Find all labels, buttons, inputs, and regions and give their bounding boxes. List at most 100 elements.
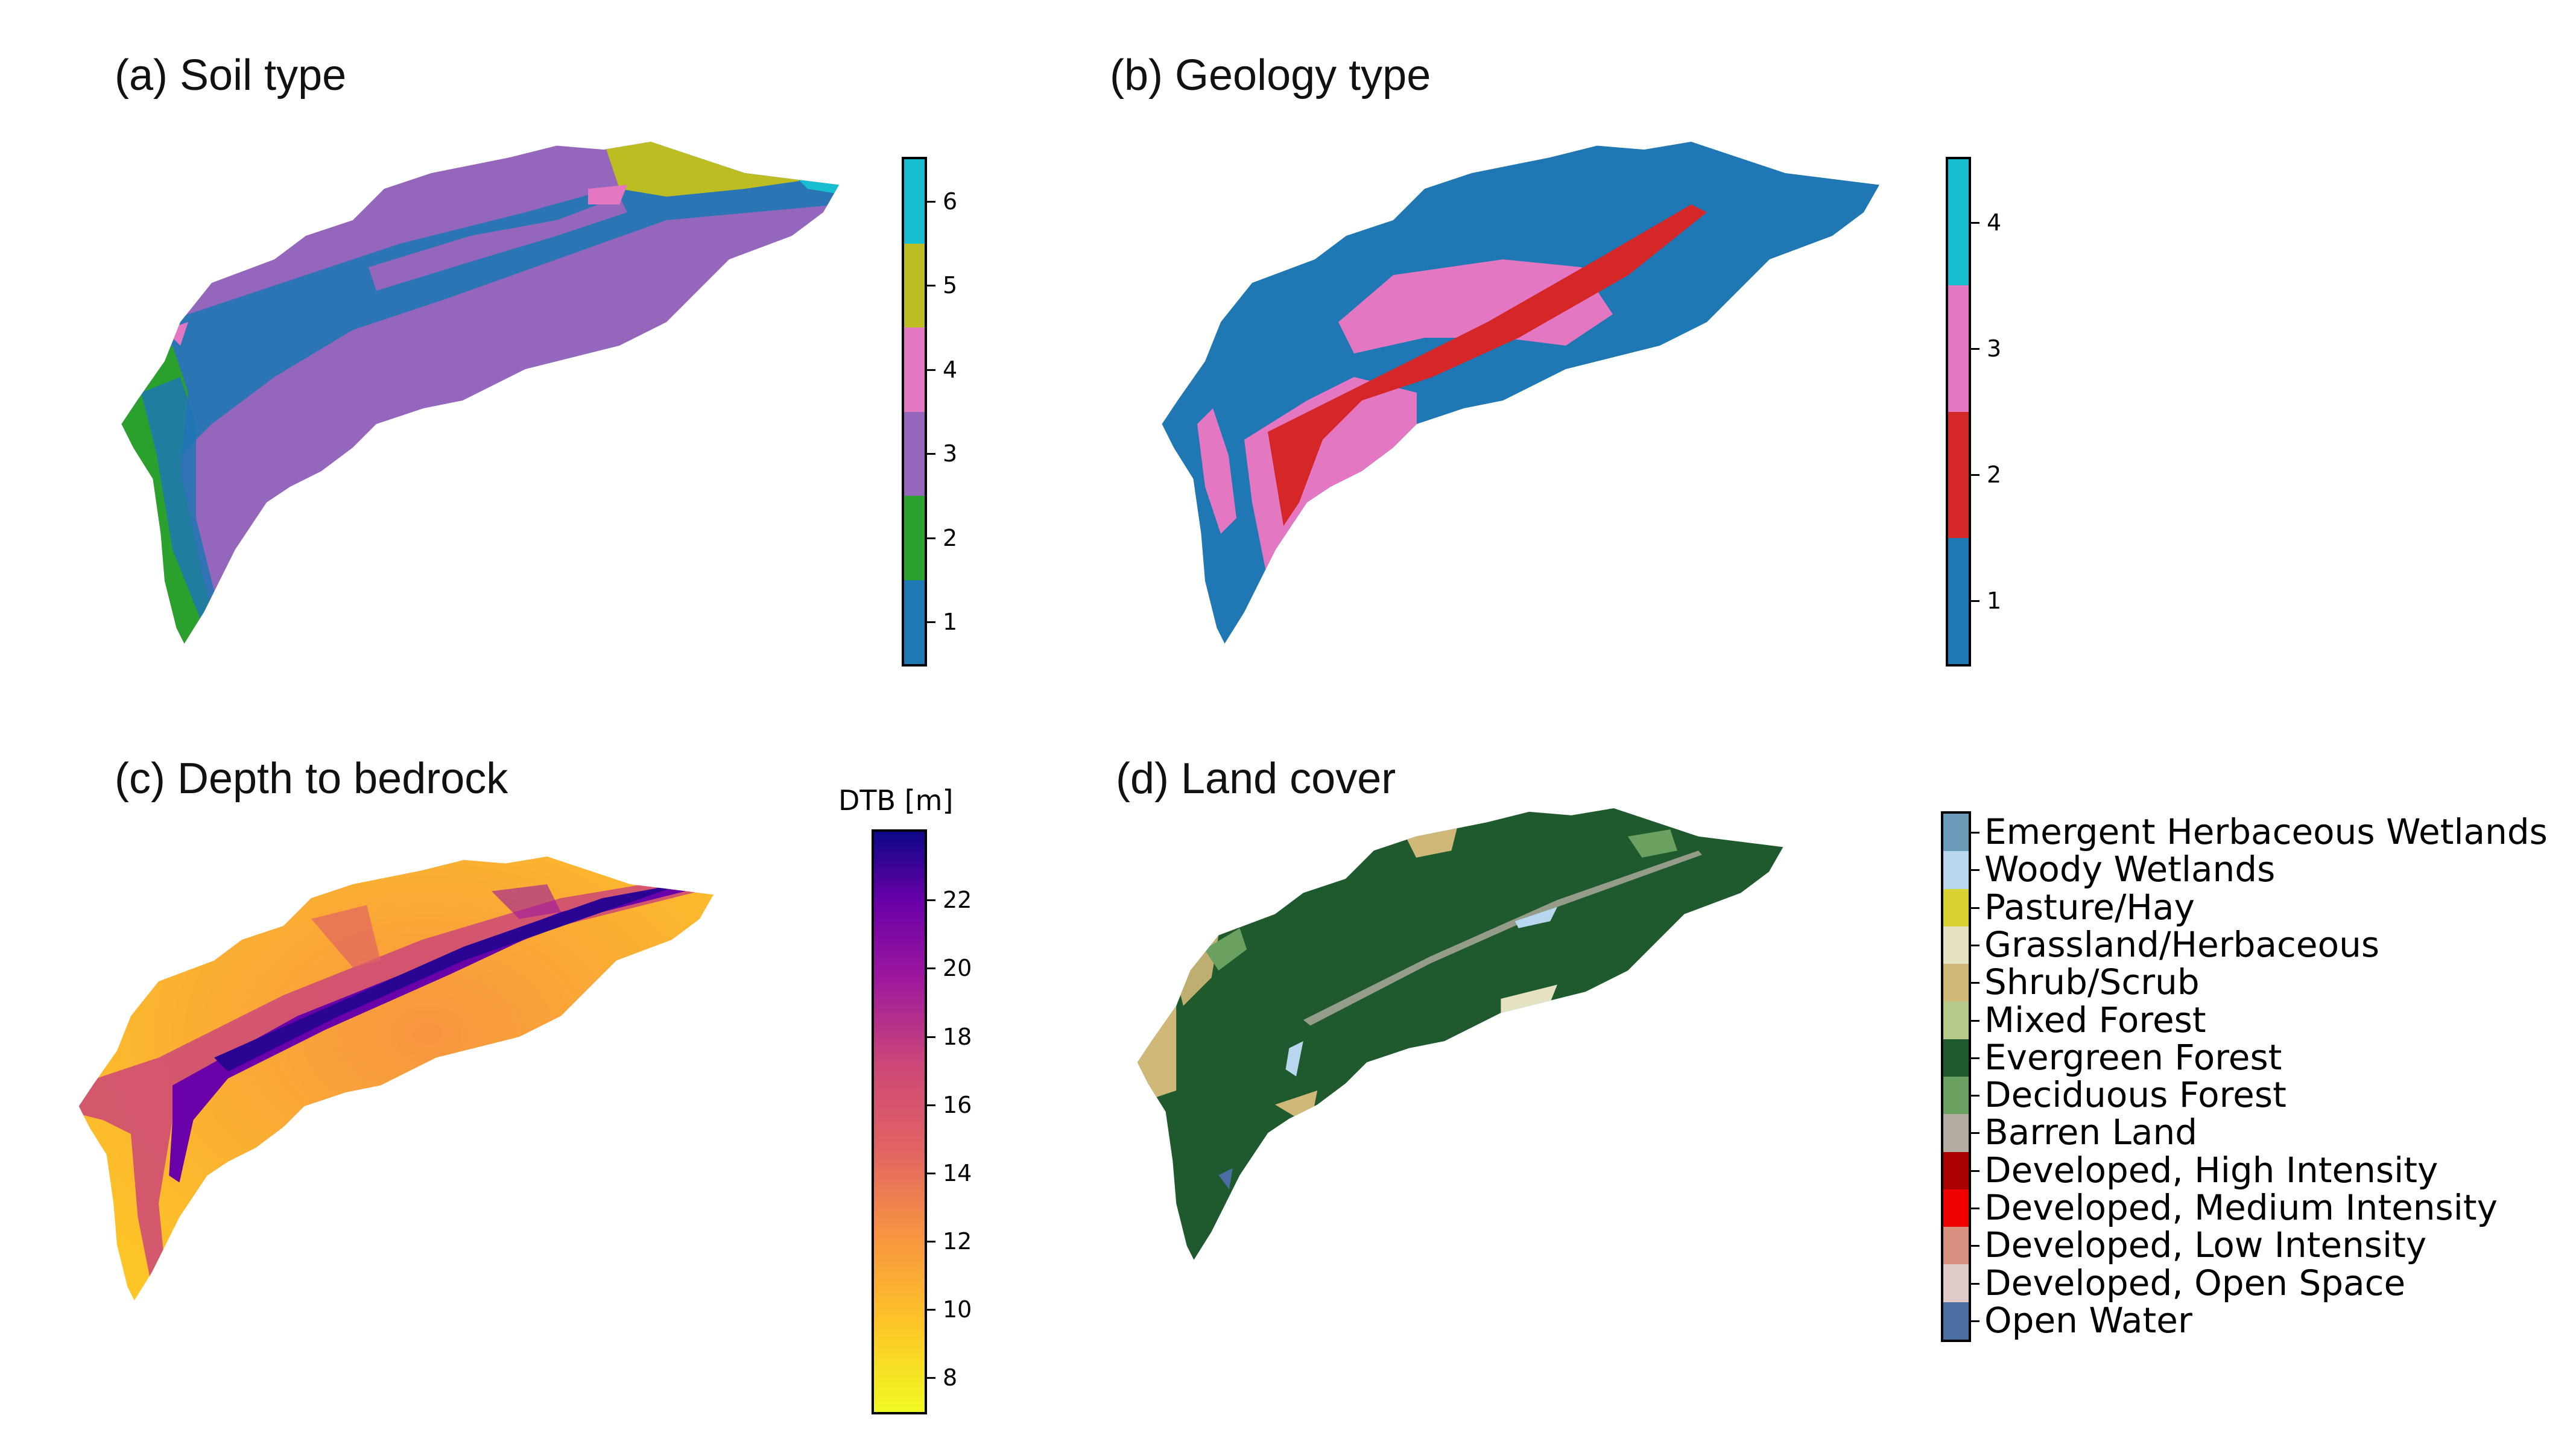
legend-tick <box>1971 907 1979 909</box>
colorbar-dtb-tick <box>927 1104 935 1106</box>
colorbar-geology-segment-2 <box>1948 411 1969 538</box>
colorbar-dtb-tick-label: 22 <box>943 887 972 914</box>
legend-label: Pasture/Hay <box>1984 886 2195 928</box>
legend-tick <box>1971 1132 1979 1135</box>
legend-swatch <box>1943 1077 1969 1115</box>
legend-swatch <box>1943 1114 1969 1152</box>
colorbar-soil-tick-label: 2 <box>943 524 958 551</box>
colorbar-soil-segment-5 <box>904 243 925 328</box>
legend-tick <box>1971 869 1979 872</box>
colorbar-dtb-title: DTB [m] <box>838 784 954 817</box>
colorbar-soil-segment-2 <box>904 496 925 580</box>
colorbar-soil-tick <box>927 200 935 203</box>
legend-swatch <box>1943 1001 1969 1039</box>
legend-swatch <box>1943 926 1969 964</box>
colorbar-soil-segment-1 <box>904 580 925 664</box>
legend-label: Grassland/Herbaceous <box>1984 924 2380 965</box>
colorbar-dtb-tick-label: 12 <box>943 1228 972 1255</box>
map-depth-to-bedrock <box>78 856 714 1300</box>
colorbar-geology-segment-1 <box>1948 537 1969 664</box>
colorbar-soil-segment-3 <box>904 411 925 496</box>
colorbar-geology-segment-4 <box>1948 159 1969 286</box>
colorbar-soil-type <box>902 157 927 666</box>
colorbar-soil-tick-label: 4 <box>943 356 958 383</box>
legend-land-cover <box>1941 811 1971 1342</box>
colorbar-dtb-tick <box>927 1172 935 1174</box>
legend-swatch <box>1943 1227 1969 1265</box>
colorbar-dtb-tick-label: 18 <box>943 1023 972 1050</box>
colorbar-geology-tick-label: 4 <box>1987 209 2002 236</box>
colorbar-soil-tick-label: 5 <box>943 272 958 299</box>
map-land-cover <box>1137 808 1783 1260</box>
colorbar-soil-segment-6 <box>904 159 925 244</box>
colorbar-dtb-tick-label: 20 <box>943 955 972 982</box>
colorbar-soil-tick-label: 1 <box>943 609 958 636</box>
panel-title-d: (d) Land cover <box>1116 755 1396 803</box>
legend-swatch <box>1943 888 1969 926</box>
legend-swatch <box>1943 1264 1969 1302</box>
legend-label: Barren Land <box>1984 1112 2198 1153</box>
colorbar-geology-tick-label: 3 <box>1987 335 2002 362</box>
legend-swatch <box>1943 964 1969 1002</box>
colorbar-soil-tick <box>927 621 935 624</box>
colorbar-geology-tick <box>1971 474 1979 476</box>
legend-tick <box>1971 832 1979 834</box>
legend-tick <box>1971 1245 1979 1247</box>
colorbar-dtb <box>872 829 927 1414</box>
colorbar-geology-type <box>1946 157 1971 666</box>
legend-swatch <box>1943 814 1969 852</box>
panel-title-c: (c) Depth to bedrock <box>115 755 508 803</box>
legend-tick <box>1971 1320 1979 1322</box>
colorbar-geology-tick-label: 1 <box>1987 587 2002 615</box>
legend-label: Developed, High Intensity <box>1984 1149 2438 1191</box>
colorbar-soil-tick-label: 3 <box>943 440 958 467</box>
legend-tick <box>1971 1095 1979 1097</box>
colorbar-dtb-tick <box>927 899 935 902</box>
legend-swatch <box>1943 1039 1969 1077</box>
colorbar-soil-tick <box>927 369 935 371</box>
legend-tick <box>1971 1019 1979 1022</box>
panel-title-b: (b) Geology type <box>1110 51 1431 100</box>
map-soil-type <box>121 142 839 644</box>
legend-label: Developed, Low Intensity <box>1984 1224 2427 1266</box>
colorbar-geology-tick <box>1971 600 1979 603</box>
legend-tick <box>1971 982 1979 984</box>
panel-title-a: (a) Soil type <box>115 51 347 100</box>
colorbar-soil-tick-label: 6 <box>943 188 958 215</box>
legend-label: Woody Wetlands <box>1984 849 2276 890</box>
colorbar-dtb-tick <box>927 1036 935 1038</box>
colorbar-dtb-tick-label: 14 <box>943 1159 972 1186</box>
colorbar-dtb-tick <box>927 967 935 970</box>
colorbar-geology-tick <box>1971 347 1979 350</box>
legend-swatch <box>1943 1151 1969 1189</box>
legend-label: Developed, Open Space <box>1984 1262 2406 1303</box>
colorbar-soil-tick <box>927 453 935 455</box>
colorbar-dtb-tick-label: 8 <box>943 1364 958 1391</box>
legend-swatch <box>1943 1189 1969 1227</box>
legend-label: Developed, Medium Intensity <box>1984 1187 2498 1228</box>
legend-tick <box>1971 1057 1979 1059</box>
colorbar-soil-segment-4 <box>904 328 925 412</box>
legend-tick <box>1971 1282 1979 1285</box>
legend-label: Open Water <box>1984 1299 2192 1341</box>
legend-label: Deciduous Forest <box>1984 1074 2286 1116</box>
legend-tick <box>1971 1170 1979 1172</box>
colorbar-geology-segment-3 <box>1948 285 1969 412</box>
legend-label: Mixed Forest <box>1984 999 2206 1040</box>
legend-label: Evergreen Forest <box>1984 1036 2282 1078</box>
legend-label: Shrub/Scrub <box>1984 961 2200 1003</box>
colorbar-dtb-tick-label: 10 <box>943 1296 972 1323</box>
colorbar-dtb-tick <box>927 1309 935 1311</box>
colorbar-dtb-tick <box>927 1377 935 1379</box>
colorbar-dtb-tick-label: 16 <box>943 1091 972 1118</box>
colorbar-geology-tick-label: 2 <box>1987 461 2002 489</box>
legend-tick <box>1971 945 1979 946</box>
legend-tick <box>1971 1208 1979 1209</box>
colorbar-dtb-tick <box>927 1241 935 1243</box>
legend-swatch <box>1943 1302 1969 1340</box>
map-geology-type <box>1162 142 1879 644</box>
colorbar-geology-tick <box>1971 221 1979 224</box>
colorbar-soil-tick <box>927 537 935 539</box>
colorbar-soil-tick <box>927 285 935 287</box>
